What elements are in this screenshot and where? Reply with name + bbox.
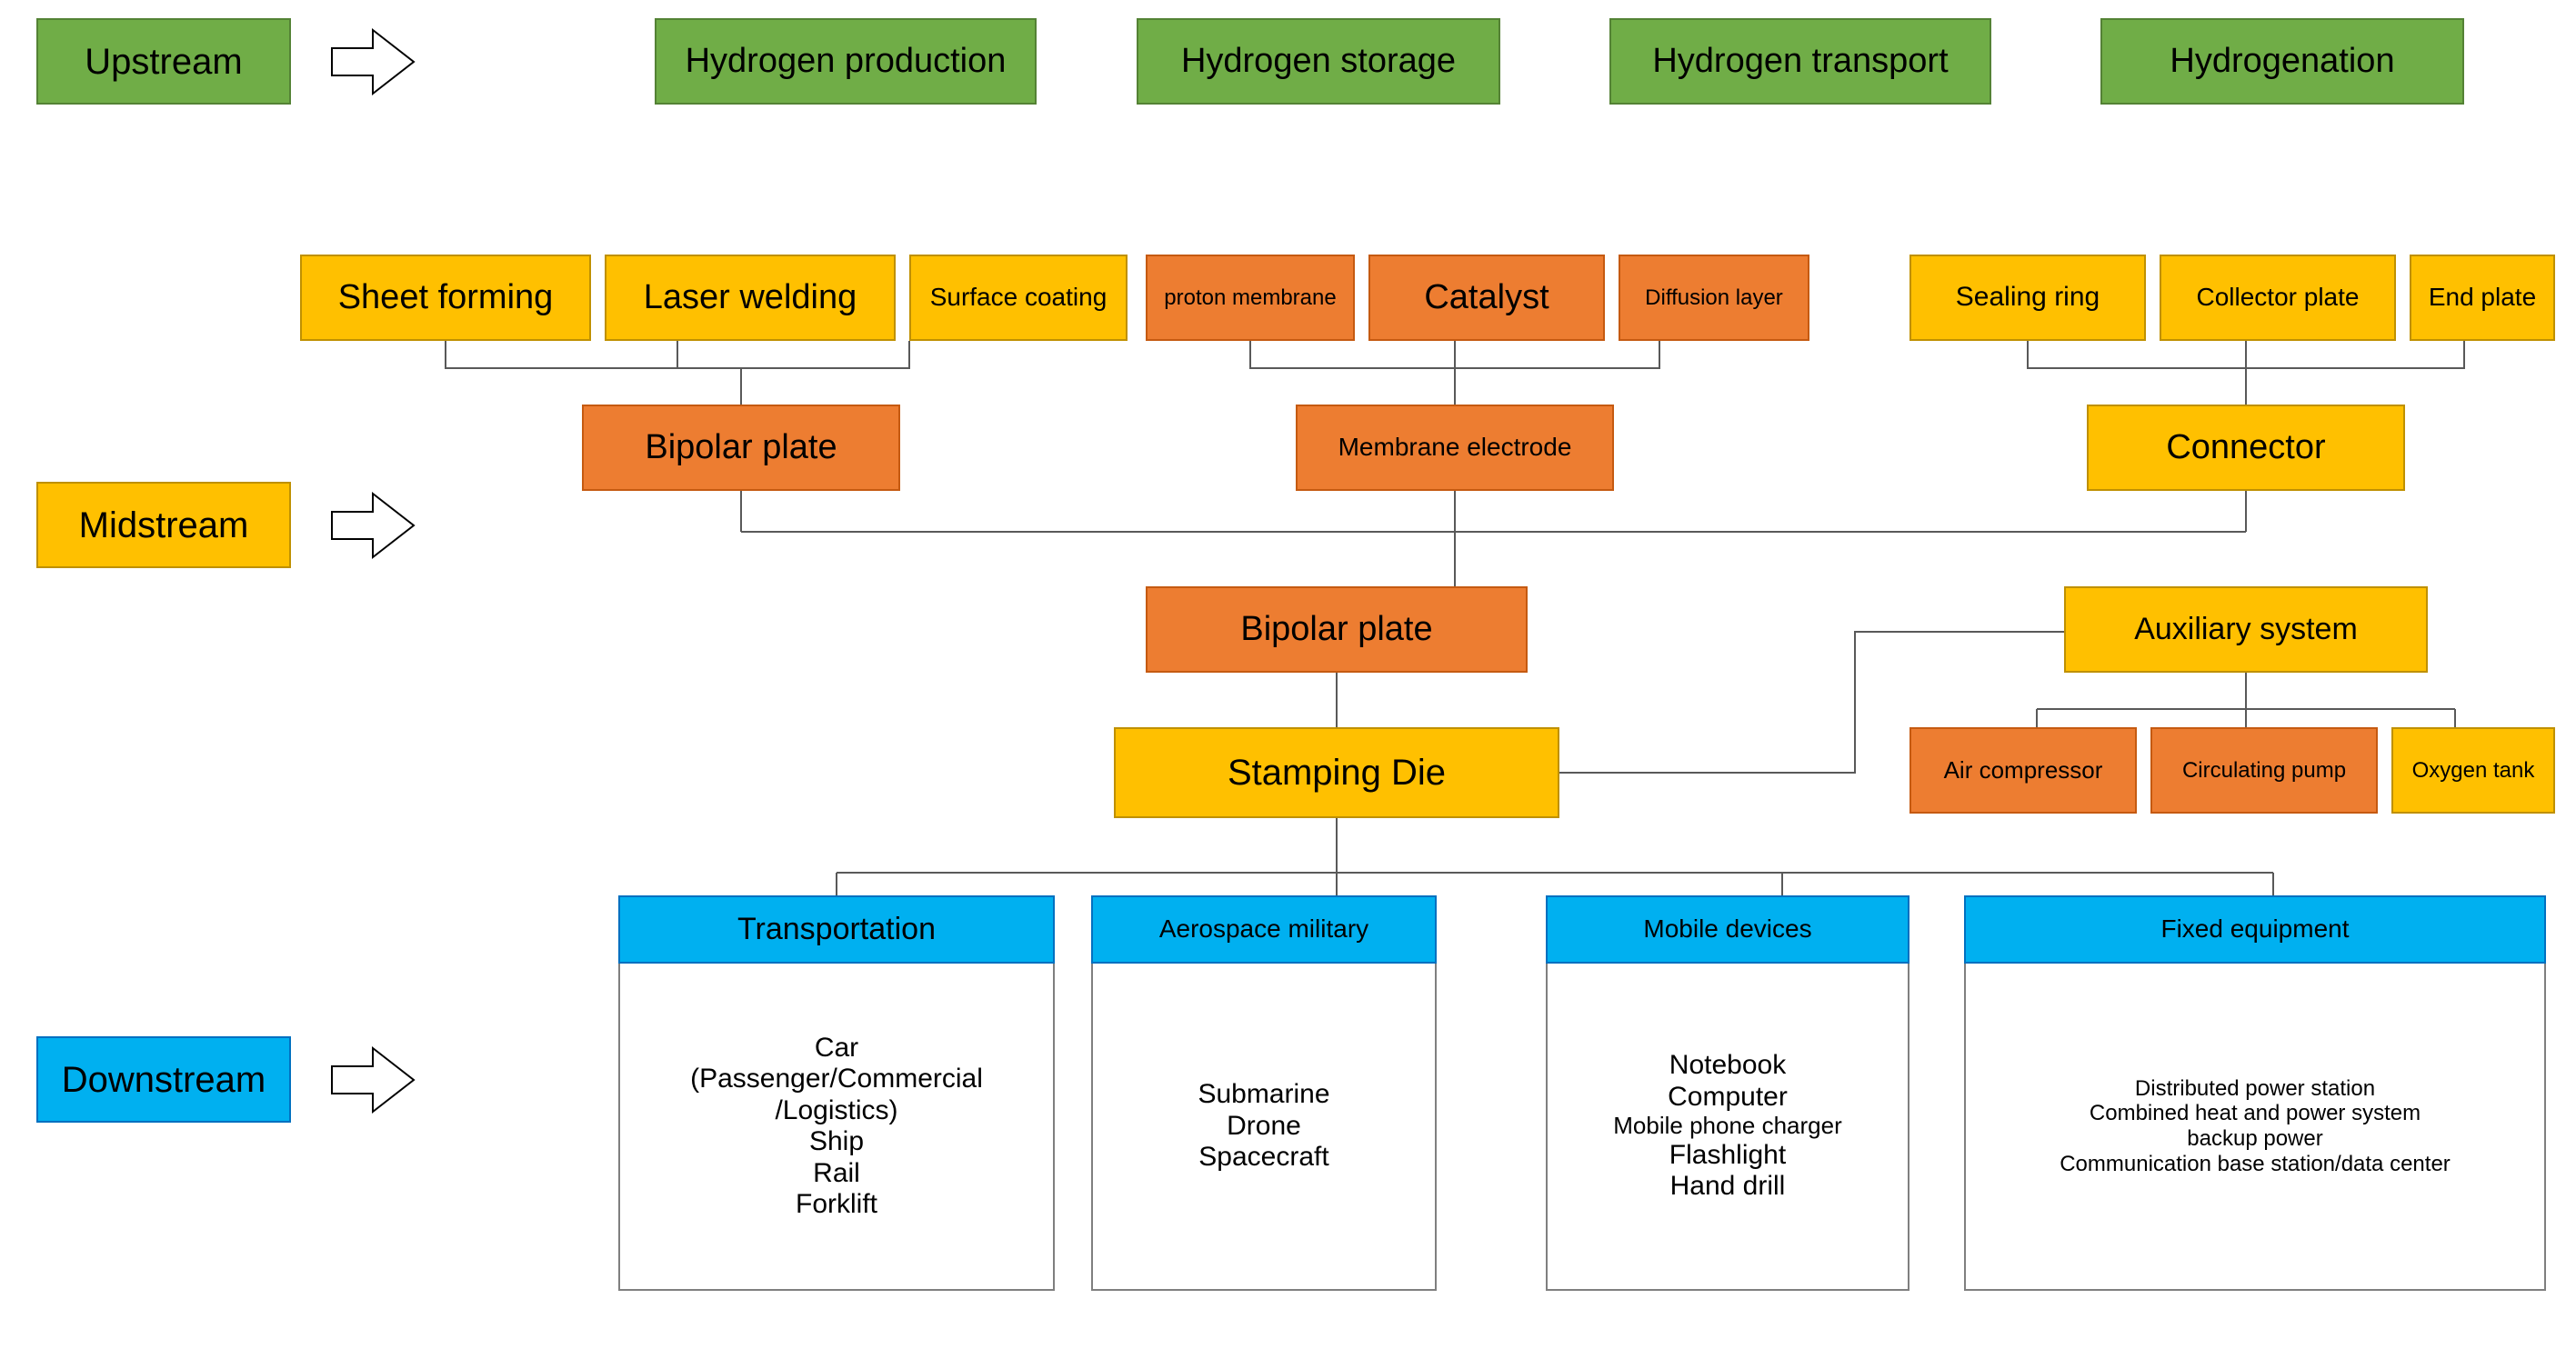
detail-line: Flashlight — [1669, 1140, 1786, 1172]
process-node: Laser welding — [605, 255, 896, 341]
upstream-item: Hydrogenation — [2100, 18, 2464, 105]
downstream-detail: Car (Passenger/Commercial /Logistics) Sh… — [618, 964, 1055, 1291]
process-node: End plate — [2410, 255, 2555, 341]
downstream-detail: Notebook Computer Mobile phone charger F… — [1546, 964, 1909, 1291]
detail-line: Combined heat and power system — [2090, 1101, 2421, 1126]
arrow-right-icon — [327, 489, 418, 562]
diagram-canvas: Upstream Midstream Downstream Hydrogen p… — [0, 0, 2576, 1349]
detail-line: Distributed power station — [2135, 1076, 2375, 1102]
arrow-right-icon — [327, 1044, 418, 1116]
stage-downstream: Downstream — [36, 1036, 291, 1123]
process-node: Sealing ring — [1909, 255, 2146, 341]
detail-line: Hand drill — [1670, 1171, 1786, 1203]
process-node: Oxygen tank — [2391, 727, 2555, 814]
detail-line: (Passenger/Commercial — [690, 1064, 983, 1095]
stage-midstream: Midstream — [36, 482, 291, 568]
detail-line: backup power — [2187, 1126, 2322, 1152]
downstream-header: Fixed equipment — [1964, 895, 2546, 964]
process-node: Auxiliary system — [2064, 586, 2428, 673]
detail-line: /Logistics) — [775, 1095, 897, 1127]
detail-line: Car — [815, 1033, 858, 1064]
downstream-header: Aerospace military — [1091, 895, 1437, 964]
detail-line: Notebook — [1669, 1050, 1786, 1082]
process-node: Catalyst — [1368, 255, 1605, 341]
detail-line: Spacecraft — [1198, 1142, 1328, 1174]
process-node: Circulating pump — [2150, 727, 2378, 814]
detail-line: Submarine — [1198, 1079, 1329, 1111]
downstream-detail: Distributed power station Combined heat … — [1964, 964, 2546, 1291]
downstream-header: Transportation — [618, 895, 1055, 964]
process-node: Sheet forming — [300, 255, 591, 341]
detail-line: Rail — [813, 1158, 860, 1190]
detail-line: Computer — [1668, 1082, 1788, 1114]
downstream-detail: Submarine Drone Spacecraft — [1091, 964, 1437, 1291]
process-node: Bipolar plate — [582, 405, 900, 491]
upstream-item: Hydrogen storage — [1137, 18, 1500, 105]
detail-line: Forklift — [796, 1189, 877, 1221]
upstream-item: Hydrogen production — [655, 18, 1037, 105]
process-node: proton membrane — [1146, 255, 1355, 341]
stage-upstream: Upstream — [36, 18, 291, 105]
process-node: Stamping Die — [1114, 727, 1559, 818]
detail-line: Drone — [1227, 1111, 1301, 1143]
detail-line: Ship — [809, 1126, 864, 1158]
process-node: Surface coating — [909, 255, 1128, 341]
process-node: Collector plate — [2160, 255, 2396, 341]
process-node: Diffusion layer — [1619, 255, 1809, 341]
detail-line: Communication base station/data center — [2060, 1152, 2451, 1177]
detail-line: Mobile phone charger — [1613, 1113, 1842, 1140]
process-node: Membrane electrode — [1296, 405, 1614, 491]
downstream-header: Mobile devices — [1546, 895, 1909, 964]
process-node: Air compressor — [1909, 727, 2137, 814]
process-node: Connector — [2087, 405, 2405, 491]
process-node: Bipolar plate — [1146, 586, 1528, 673]
upstream-item: Hydrogen transport — [1609, 18, 1991, 105]
arrow-right-icon — [327, 25, 418, 98]
